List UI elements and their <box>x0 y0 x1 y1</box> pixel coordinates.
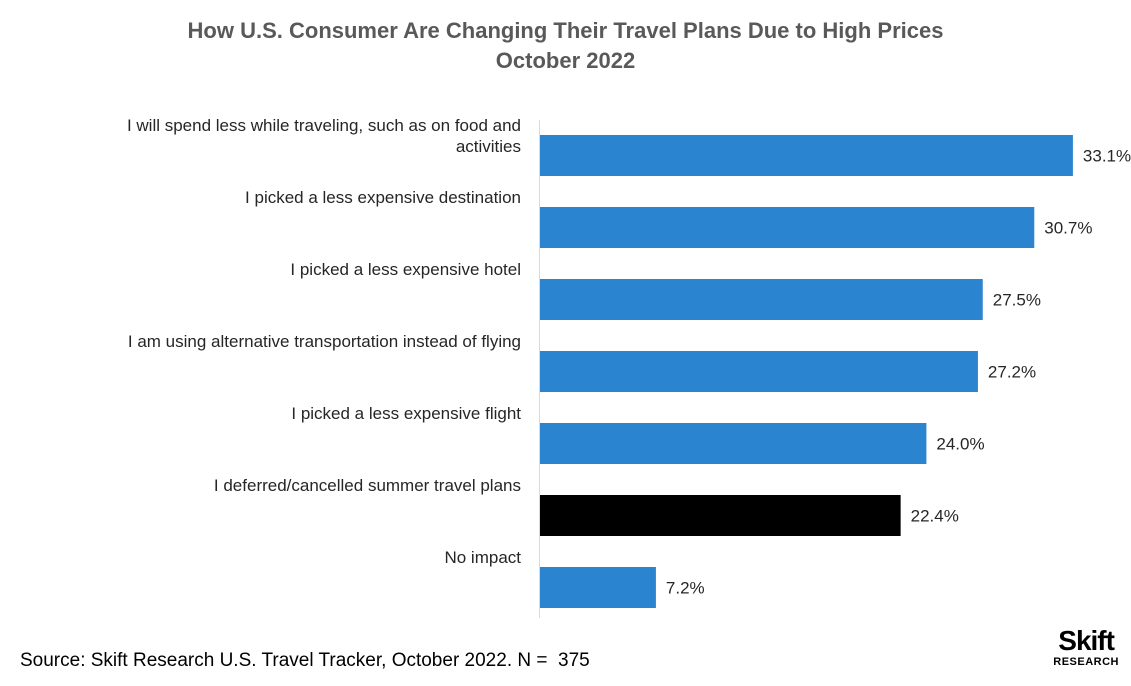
bar-7 <box>540 567 656 608</box>
bar-3 <box>540 279 983 320</box>
bar-4 <box>540 351 978 392</box>
category-label-1: I will spend less while traveling, such … <box>127 116 521 156</box>
category-label-line: I picked a less expensive hotel <box>290 260 521 279</box>
category-label-line: I will spend less while traveling, such … <box>127 116 521 135</box>
value-label-4: 27.2% <box>988 363 1036 382</box>
category-label-line: I picked a less expensive flight <box>291 404 521 423</box>
category-label-line: No impact <box>444 548 521 567</box>
value-labels-group: 33.1% 30.7% 27.5% 27.2% 24.0% 22.4% 7.2% <box>666 147 1131 598</box>
chart-title-main: How U.S. Consumer Are Changing Their Tra… <box>187 18 944 43</box>
category-label-4: I am using alternative transportation in… <box>128 332 521 351</box>
logo-sub-text: RESEARCH <box>1053 656 1119 668</box>
category-label-line: I picked a less expensive destination <box>245 188 521 207</box>
category-label-6: I deferred/cancelled summer travel plans <box>214 476 521 495</box>
bar-1 <box>540 135 1073 176</box>
category-label-5: I picked a less expensive flight <box>291 404 521 423</box>
value-label-2: 30.7% <box>1044 219 1092 238</box>
category-label-3: I picked a less expensive hotel <box>290 260 521 279</box>
bar-5 <box>540 423 927 464</box>
value-label-3: 27.5% <box>993 291 1041 310</box>
category-label-2: I picked a less expensive destination <box>245 188 521 207</box>
skift-research-logo: Skift RESEARCH <box>1053 625 1119 669</box>
category-label-7: No impact <box>444 548 521 567</box>
value-label-1: 33.1% <box>1083 147 1131 166</box>
value-label-7: 7.2% <box>666 579 705 598</box>
category-label-line: activities <box>456 137 521 156</box>
category-label-line: I am using alternative transportation in… <box>128 332 521 351</box>
bars-group <box>540 135 1073 608</box>
category-labels-group: I will spend less while traveling, such … <box>127 116 521 567</box>
value-label-5: 24.0% <box>936 435 984 454</box>
logo-main-text: Skift <box>1058 625 1115 656</box>
value-label-6: 22.4% <box>911 507 959 526</box>
bar-2 <box>540 207 1035 248</box>
source-note: Source: Skift Research U.S. Travel Track… <box>20 650 590 671</box>
chart-title: How U.S. Consumer Are Changing Their Tra… <box>0 16 1131 76</box>
category-label-line: I deferred/cancelled summer travel plans <box>214 476 521 495</box>
bar-6 <box>540 495 901 536</box>
chart-subtitle: October 2022 <box>495 48 636 73</box>
